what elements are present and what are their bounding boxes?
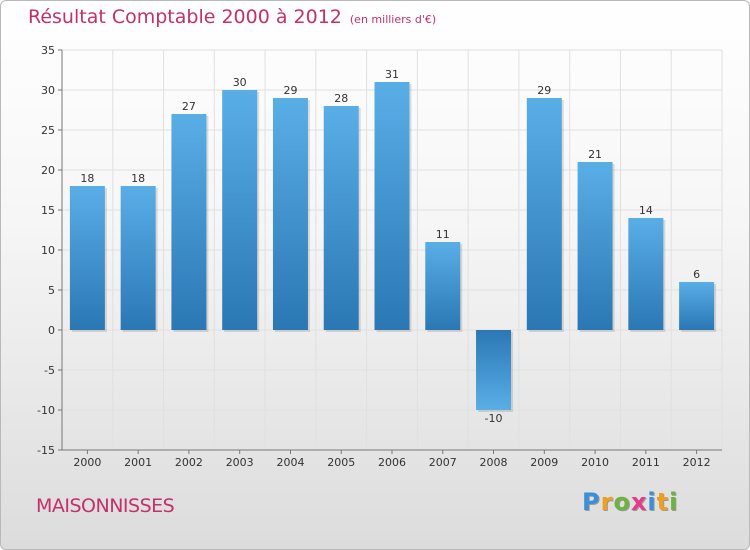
y-tick-label: 20 [41, 164, 55, 177]
bar-2003 [222, 90, 258, 330]
x-tick-label: 2007 [429, 456, 457, 469]
logo-letter: t [656, 488, 670, 516]
data-label: 31 [385, 68, 399, 81]
y-tick-label: 25 [41, 124, 55, 137]
chart-unit: (en milliers d'€) [349, 13, 437, 26]
x-tick-label: 2012 [683, 456, 711, 469]
data-label: 30 [233, 76, 247, 89]
x-tick-label: 2006 [378, 456, 406, 469]
bar-2002 [171, 114, 207, 330]
data-label: 29 [283, 84, 297, 97]
commune-name: MAISONNISSES [36, 495, 175, 517]
x-tick-label: 2001 [124, 456, 152, 469]
logo-letter: i [647, 488, 657, 516]
bar-2006 [374, 82, 410, 330]
bar-2004 [272, 98, 308, 330]
x-tick-label: 2010 [581, 456, 609, 469]
y-tick-label: 35 [41, 44, 55, 57]
y-tick-label: 10 [41, 244, 55, 257]
x-tick-label: 2011 [632, 456, 660, 469]
logo-letter: r [600, 488, 614, 516]
axis-layer: -15 -10 -5 0 5 10 15 20 25 30 35 2000 2001 2002 2003 20… [37, 44, 722, 469]
data-label: 18 [80, 172, 94, 185]
logo-letter: o [613, 488, 631, 516]
bar-2005 [323, 106, 359, 330]
logo-letter: i [669, 488, 679, 516]
bar-2000 [69, 186, 105, 330]
data-label: 14 [639, 204, 653, 217]
chart-title: Résultat Comptable 2000 à 2012 (en millie… [28, 6, 436, 28]
x-tick-label: 2004 [276, 456, 304, 469]
y-tick-label: -10 [37, 404, 55, 417]
bar-2007 [425, 242, 461, 330]
bar-2009 [526, 98, 562, 330]
bar-layer [69, 82, 717, 412]
data-label: 6 [693, 268, 700, 281]
data-label: 27 [182, 100, 196, 113]
logo-letter: P [582, 488, 601, 516]
y-tick-label: 5 [48, 284, 55, 297]
data-label: 11 [436, 228, 450, 241]
data-label: -10 [485, 412, 503, 425]
proxiti-logo[interactable]: Proxiti [582, 488, 678, 516]
x-tick-label: 2003 [226, 456, 254, 469]
y-tick-label: 15 [41, 204, 55, 217]
bar-2011 [628, 218, 664, 330]
y-tick-label: 30 [41, 84, 55, 97]
data-label: 28 [334, 92, 348, 105]
bar-2008 [476, 330, 512, 410]
data-label: 18 [131, 172, 145, 185]
label-layer: 18 18 27 30 29 28 31 11 -10 29 21 14 6 [80, 68, 700, 425]
y-tick-label: -5 [44, 364, 55, 377]
x-tick-label: 2002 [175, 456, 203, 469]
logo-letter: x [630, 488, 648, 516]
x-tick-label: 2005 [327, 456, 355, 469]
y-tick-label: -15 [37, 444, 55, 457]
data-label: 21 [588, 148, 602, 161]
bar-2010 [577, 162, 613, 330]
data-label: 29 [537, 84, 551, 97]
bar-2012 [679, 282, 715, 330]
y-tick-label: 0 [48, 324, 55, 337]
x-tick-label: 2008 [480, 456, 508, 469]
chart-title-text: Résultat Comptable 2000 à 2012 [28, 6, 342, 28]
x-tick-label: 2000 [73, 456, 101, 469]
bar-2001 [120, 186, 156, 330]
x-tick-label: 2009 [530, 456, 558, 469]
